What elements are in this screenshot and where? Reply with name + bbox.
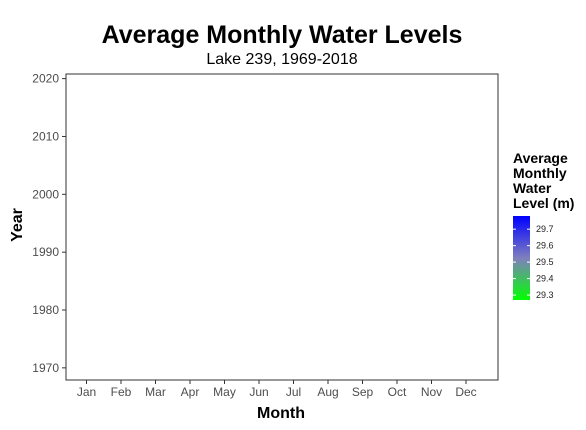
- legend-tick-label: 29.4: [536, 274, 554, 284]
- legend: Average Monthly Water Level (m) 29.3 29.4…: [513, 150, 574, 300]
- legend-title-line-3: Water: [513, 180, 552, 196]
- y-tick-label: 1990: [32, 245, 59, 259]
- x-axis-title: Month: [257, 405, 305, 422]
- legend-colorbar: [513, 216, 530, 300]
- x-tick-label: Jun: [249, 385, 268, 399]
- chart-subtitle: Lake 239, 1969-2018: [206, 51, 357, 68]
- x-tick-label: Sep: [352, 385, 374, 399]
- y-tick-label: 1970: [32, 361, 59, 375]
- plot-panel: [65, 73, 499, 381]
- x-tick-label: Mar: [145, 385, 166, 399]
- y-tick-label: 2020: [32, 72, 59, 86]
- x-axis: Jan Feb Mar Apr May Jun Jul Aug Sep Oct Nov Dec: [77, 380, 477, 399]
- y-tick-label: 2010: [32, 129, 59, 143]
- y-tick-label: 2000: [32, 187, 59, 201]
- legend-tick-label: 29.3: [536, 290, 554, 300]
- x-tick-label: Dec: [455, 385, 476, 399]
- legend-tick-label: 29.5: [536, 257, 554, 267]
- x-tick-label: May: [213, 385, 236, 399]
- y-tick-label: 1980: [32, 303, 59, 317]
- legend-tick-label: 29.6: [536, 241, 554, 251]
- y-axis-title: Year: [9, 208, 26, 242]
- x-tick-label: Oct: [388, 385, 407, 399]
- legend-title-line-1: Average: [513, 150, 568, 166]
- y-axis: 1970 1980 1990 2000 2010 2020: [32, 72, 66, 375]
- x-tick-label: Jan: [77, 385, 96, 399]
- legend-title-line-2: Monthly: [513, 165, 567, 181]
- chart-title: Average Monthly Water Levels: [102, 21, 463, 49]
- x-tick-label: Aug: [317, 385, 338, 399]
- legend-title-line-4: Level (m): [513, 195, 574, 211]
- x-tick-label: Nov: [421, 385, 442, 399]
- legend-tick-label: 29.7: [536, 224, 554, 234]
- legend-ticks: 29.3 29.4 29.5 29.6 29.7: [513, 224, 554, 300]
- x-tick-label: Apr: [181, 385, 200, 399]
- x-tick-label: Feb: [111, 385, 132, 399]
- x-tick-label: Jul: [286, 385, 301, 399]
